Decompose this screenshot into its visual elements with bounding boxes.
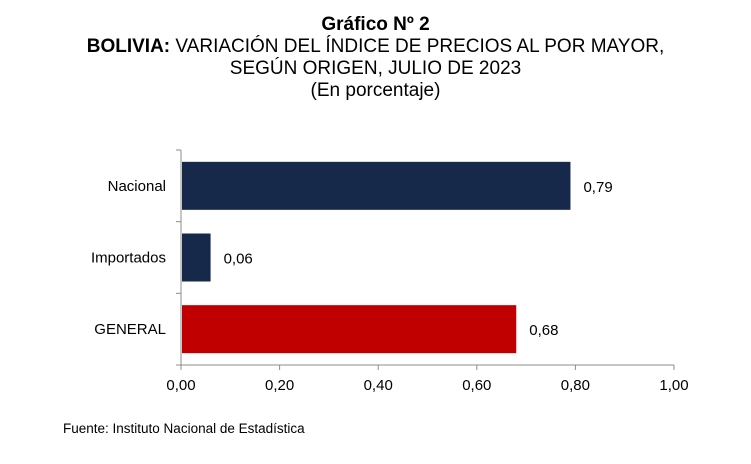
category-label: Nacional (108, 178, 166, 195)
category-label: Importados (91, 250, 166, 267)
x-tick-label: 0,20 (265, 377, 294, 394)
data-label: 0,06 (224, 251, 253, 268)
chart-title-prefix: BOLIVIA: (86, 36, 171, 57)
data-label: 0,79 (583, 179, 612, 196)
chart-title-block: Gráfico Nº 2 BOLIVIA: VARIACIÓN DEL ÍNDI… (0, 14, 751, 102)
x-tick-label: 0,40 (364, 377, 393, 394)
bar (182, 305, 517, 354)
source-note: Fuente: Instituto Nacional de Estadístic… (63, 421, 305, 436)
x-tick-label: 0,80 (561, 377, 590, 394)
data-label: 0,68 (529, 322, 558, 339)
x-tick-label: 0,60 (462, 377, 491, 394)
x-tick-label: 1,00 (659, 377, 688, 394)
x-tick-label: 0,00 (166, 377, 195, 394)
chart-number: Gráfico Nº 2 (321, 14, 430, 35)
bar (182, 233, 211, 282)
category-label: GENERAL (94, 321, 166, 338)
chart-unit: (En porcentaje) (310, 80, 441, 101)
chart-title-line2: SEGÚN ORIGEN, JULIO DE 2023 (229, 58, 522, 79)
chart-title: BOLIVIA: VARIACIÓN DEL ÍNDICE DE PRECIOS… (0, 36, 751, 58)
bar (182, 161, 571, 210)
chart-title-rest: VARIACIÓN DEL ÍNDICE DE PRECIOS AL POR M… (175, 36, 665, 57)
